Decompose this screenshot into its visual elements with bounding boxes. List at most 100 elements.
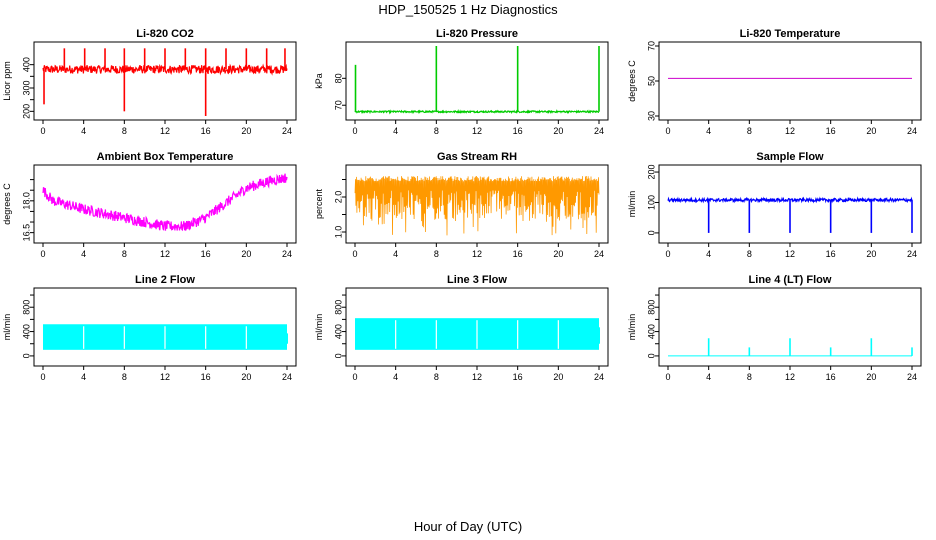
x-tick-label: 4 <box>81 372 86 382</box>
y-tick-label: 0 <box>646 353 656 358</box>
y-axis-label: degrees C <box>2 183 12 225</box>
x-tick-label: 0 <box>352 372 357 382</box>
x-tick-label: 24 <box>907 126 917 136</box>
x-tick-label: 0 <box>40 372 45 382</box>
plot-frame <box>658 41 922 121</box>
y-tick-label: 0 <box>646 230 656 235</box>
x-tick-label: 4 <box>393 126 398 136</box>
y-tick-label: 2.0 <box>333 191 343 204</box>
x-tick-label: 0 <box>40 249 45 259</box>
x-tick-label: 4 <box>706 126 711 136</box>
x-tick-label: 0 <box>665 249 670 259</box>
y-tick-label: 18.0 <box>21 192 31 210</box>
y-tick-label: 50 <box>646 76 656 86</box>
panel-title: Li-820 Temperature <box>740 28 841 40</box>
panel-li-820-co2: Li-820 CO2 0 4 8 12 16 20 24 200 300 400 Licor ppm <box>2 28 297 136</box>
y-axis-label: ml/min <box>314 314 324 341</box>
x-tick-label: 24 <box>282 372 292 382</box>
y-tick-label: 16.5 <box>21 224 31 242</box>
y-tick-label: 80 <box>333 73 343 83</box>
x-tick-label: 24 <box>594 249 604 259</box>
x-tick-label: 8 <box>434 372 439 382</box>
x-tick-label: 20 <box>553 372 563 382</box>
x-tick-label: 4 <box>393 249 398 259</box>
panel-ambient-box-temperature: Ambient Box Temperature 0 4 8 12 16 20 24 16.5 18… <box>2 151 297 259</box>
panel-sample-flow: Sample Flow 0 4 8 12 16 20 24 0 100 200 ml/min <box>627 151 922 259</box>
x-tick-label: 12 <box>472 249 482 259</box>
x-tick-label: 16 <box>201 126 211 136</box>
x-tick-label: 20 <box>241 249 251 259</box>
x-tick-label: 8 <box>747 249 752 259</box>
figure-xlabel: Hour of Day (UTC) <box>414 519 522 534</box>
x-tick-label: 16 <box>513 372 523 382</box>
y-tick-label: 0 <box>333 353 343 358</box>
x-tick-label: 20 <box>866 126 876 136</box>
x-tick-label: 20 <box>866 249 876 259</box>
x-tick-label: 24 <box>907 372 917 382</box>
y-tick-label: 1.0 <box>333 226 343 239</box>
x-tick-label: 16 <box>826 249 836 259</box>
y-tick-label: 200 <box>21 104 31 119</box>
panel-title: Line 4 (LT) Flow <box>749 274 832 286</box>
y-axis-label: ml/min <box>627 191 637 218</box>
y-axis-label: Licor ppm <box>2 61 12 101</box>
x-tick-label: 24 <box>594 126 604 136</box>
x-tick-label: 12 <box>785 372 795 382</box>
x-tick-label: 12 <box>472 372 482 382</box>
x-tick-label: 12 <box>160 372 170 382</box>
y-tick-label: 70 <box>333 100 343 110</box>
x-tick-label: 0 <box>665 126 670 136</box>
series-line <box>42 173 288 232</box>
y-tick-label: 0 <box>21 353 31 358</box>
x-tick-label: 8 <box>434 249 439 259</box>
x-tick-label: 0 <box>665 372 670 382</box>
x-tick-label: 20 <box>866 372 876 382</box>
x-tick-label: 4 <box>393 372 398 382</box>
x-tick-label: 0 <box>352 249 357 259</box>
x-tick-label: 12 <box>785 126 795 136</box>
y-tick-label: 400 <box>333 324 343 339</box>
series-line <box>667 196 913 204</box>
x-tick-label: 8 <box>122 372 127 382</box>
panel-title: Sample Flow <box>756 151 824 163</box>
x-tick-label: 8 <box>747 126 752 136</box>
x-tick-label: 16 <box>513 249 523 259</box>
x-tick-label: 4 <box>81 126 86 136</box>
panel-line-3-flow: Line 3 Flow 0 4 8 12 16 20 24 0 400 800 ml/min <box>314 274 609 382</box>
x-tick-label: 20 <box>241 126 251 136</box>
x-tick-label: 12 <box>160 249 170 259</box>
y-axis-label: ml/min <box>2 314 12 341</box>
x-tick-label: 8 <box>747 372 752 382</box>
y-axis-label: ml/min <box>627 314 637 341</box>
y-tick-label: 400 <box>21 324 31 339</box>
x-tick-label: 16 <box>826 126 836 136</box>
plot-frame <box>345 41 609 121</box>
y-tick-label: 400 <box>21 57 31 72</box>
series-line <box>354 175 600 236</box>
figure-title: HDP_150525 1 Hz Diagnostics <box>378 2 558 17</box>
y-tick-label: 800 <box>333 300 343 315</box>
panel-title: Line 2 Flow <box>135 274 195 286</box>
x-tick-label: 12 <box>785 249 795 259</box>
x-tick-label: 0 <box>40 126 45 136</box>
y-axis-label: kPa <box>314 73 324 89</box>
y-tick-label: 70 <box>646 41 656 51</box>
x-tick-label: 24 <box>282 249 292 259</box>
x-tick-label: 16 <box>513 126 523 136</box>
panel-title: Gas Stream RH <box>437 151 517 163</box>
panel-gas-stream-rh: Gas Stream RH 0 4 8 12 16 20 24 1.0 2.0 percent <box>314 151 609 259</box>
panel-title: Line 3 Flow <box>447 274 507 286</box>
x-tick-label: 0 <box>352 126 357 136</box>
y-axis-label: percent <box>314 188 324 219</box>
panel-line-4-lt-flow: Line 4 (LT) Flow 0 4 8 12 16 20 24 0 400 800 ml/min <box>627 274 922 382</box>
x-tick-label: 24 <box>594 372 604 382</box>
x-tick-label: 4 <box>706 249 711 259</box>
panel-line-2-flow: Line 2 Flow 0 4 8 12 16 20 24 0 400 800 ml/min <box>2 274 297 382</box>
y-tick-label: 100 <box>646 195 656 210</box>
panel-li-820-pressure: Li-820 Pressure 0 4 8 12 16 20 24 70 80 kPa <box>314 28 609 136</box>
y-tick-label: 400 <box>646 324 656 339</box>
x-tick-label: 16 <box>201 249 211 259</box>
panel-li-820-temperature: Li-820 Temperature 0 4 8 12 16 20 24 30 50 70 degre… <box>627 28 922 136</box>
